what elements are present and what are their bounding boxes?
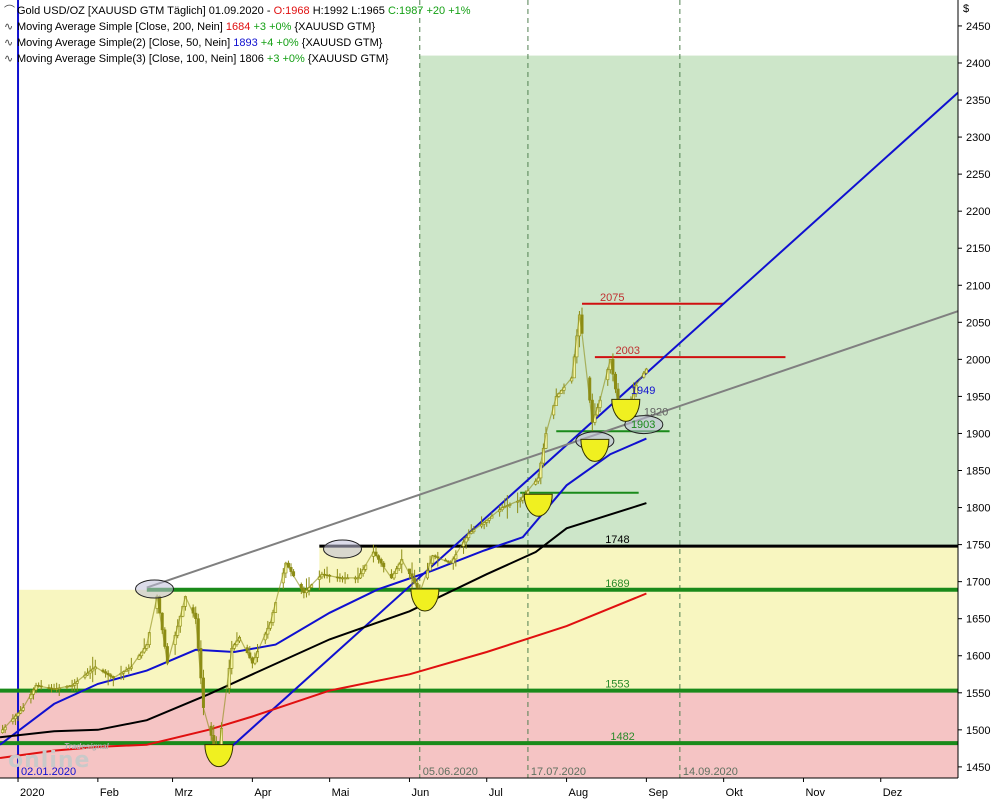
legend-row-ma50[interactable]: ∿ Moving Average Simple(2) [Close, 50, Ne… bbox=[4, 37, 383, 49]
highlight-ellipse bbox=[624, 415, 664, 435]
level-layer bbox=[0, 302, 958, 746]
y-tick-label: 1950 bbox=[966, 391, 990, 403]
vertical-marker-layer: 02.01.2020 05.06.2020 17.07.2020 14.09.2020 bbox=[17, 0, 738, 778]
price-series-icon: ⌒ bbox=[4, 5, 15, 17]
level-label: 1689 bbox=[605, 578, 629, 590]
highlight-cup bbox=[611, 398, 641, 422]
y-tick-label: 2200 bbox=[966, 206, 990, 218]
y-tick-label: 2450 bbox=[966, 21, 990, 33]
blue-trendline bbox=[218, 91, 959, 759]
price-candle bbox=[1, 729, 5, 733]
highlight-ellipse bbox=[135, 579, 175, 599]
trendline-layer bbox=[146, 91, 959, 759]
y-tick-label: 2300 bbox=[966, 132, 990, 144]
level-label: 1903 bbox=[631, 419, 655, 431]
x-tick-label: Apr bbox=[254, 787, 271, 799]
moving-average-layer bbox=[0, 437, 647, 759]
gray-trendline bbox=[146, 310, 959, 589]
y-tick-label: 1850 bbox=[966, 466, 990, 478]
level-label: 1748 bbox=[605, 534, 629, 546]
zone-yellow bbox=[319, 546, 958, 590]
y-tick-label: 2250 bbox=[966, 169, 990, 181]
legend-row-ma100[interactable]: ∿ Moving Average Simple(3) [Close, 100, N… bbox=[4, 53, 389, 65]
y-tick-label: 1750 bbox=[966, 540, 990, 552]
vertical-marker-label: 05.06.2020 bbox=[423, 766, 478, 778]
y-tick-label: 1800 bbox=[966, 503, 990, 515]
y-tick-label: 1450 bbox=[966, 762, 990, 774]
highlight-cup bbox=[410, 588, 440, 612]
highlight-ellipse bbox=[323, 539, 363, 559]
highlight-layer bbox=[135, 398, 664, 768]
highlight-cup bbox=[204, 744, 234, 768]
x-tick-label: Sep bbox=[648, 787, 668, 799]
vertical-marker-label: 14.09.2020 bbox=[683, 766, 738, 778]
x-tick-label: Jul bbox=[489, 787, 503, 799]
y-tick-label: 2150 bbox=[966, 243, 990, 255]
level-label: 1482 bbox=[610, 731, 634, 743]
y-axis[interactable]: $1450 1500 1550 1600 1650 1700 1750 1800 1850 190… bbox=[957, 0, 990, 778]
y-tick-label: 1650 bbox=[966, 614, 990, 626]
y-tick-label: 2050 bbox=[966, 317, 990, 329]
highlight-cup bbox=[523, 493, 553, 517]
chart-legend: ⌒ Gold USD/OZ [XAUUSD GTM Täglich] 01.09.… bbox=[4, 3, 471, 67]
zone-red bbox=[0, 690, 958, 778]
zone-green bbox=[419, 55, 959, 547]
highlight-cup bbox=[580, 438, 610, 462]
price-layer bbox=[1, 307, 648, 758]
tradesignal-logo: Tradesignal online bbox=[8, 742, 109, 773]
y-tick-label: 2000 bbox=[966, 354, 990, 366]
x-axis[interactable]: 2020 Feb Mrz Apr Mai Jun Jul Aug Sep Okt Nov Dez bbox=[0, 777, 958, 799]
y-tick-label: 1600 bbox=[966, 651, 990, 663]
level-label: 2075 bbox=[600, 292, 624, 304]
ma200-line bbox=[0, 592, 647, 759]
y-tick-label: 1550 bbox=[966, 688, 990, 700]
ma-series-icon: ∿ bbox=[4, 53, 14, 65]
x-tick-label: Jun bbox=[411, 787, 429, 799]
level-label: 2003 bbox=[615, 345, 639, 357]
x-tick-label: Mai bbox=[332, 787, 350, 799]
y-tick-label: 1500 bbox=[966, 725, 990, 737]
ma100-line bbox=[0, 502, 647, 739]
x-tick-label: Aug bbox=[569, 787, 589, 799]
level-label: 1949 bbox=[631, 385, 655, 397]
y-tick-label: 2400 bbox=[966, 58, 990, 70]
vertical-marker-label: 17.07.2020 bbox=[531, 766, 586, 778]
legend-row-ma200[interactable]: ∿ Moving Average Simple [Close, 200, Nein… bbox=[4, 21, 376, 33]
ma-series-icon: ∿ bbox=[4, 37, 14, 49]
ma50-line bbox=[0, 437, 647, 746]
level-label: 1553 bbox=[605, 679, 629, 691]
legend-row-price[interactable]: ⌒ Gold USD/OZ [XAUUSD GTM Täglich] 01.09.… bbox=[4, 5, 471, 17]
x-tick-label: Okt bbox=[726, 787, 743, 799]
y-tick-label: 2100 bbox=[966, 280, 990, 292]
y-tick-label: 1700 bbox=[966, 577, 990, 589]
x-tick-label: Dez bbox=[883, 787, 903, 799]
price-line bbox=[2, 314, 647, 750]
x-tick-label: Feb bbox=[100, 787, 119, 799]
level-label: 1920 bbox=[644, 407, 668, 419]
x-tick-label: Nov bbox=[805, 787, 825, 799]
y-tick-label: 1900 bbox=[966, 428, 990, 440]
vertical-marker-label: 02.01.2020 bbox=[21, 766, 76, 778]
x-tick-label: Mrz bbox=[175, 787, 193, 799]
ma-series-icon: ∿ bbox=[4, 21, 14, 33]
y-tick-label: 2350 bbox=[966, 95, 990, 107]
y-axis-unit: $ bbox=[963, 3, 969, 15]
x-tick-label: 2020 bbox=[20, 787, 44, 799]
